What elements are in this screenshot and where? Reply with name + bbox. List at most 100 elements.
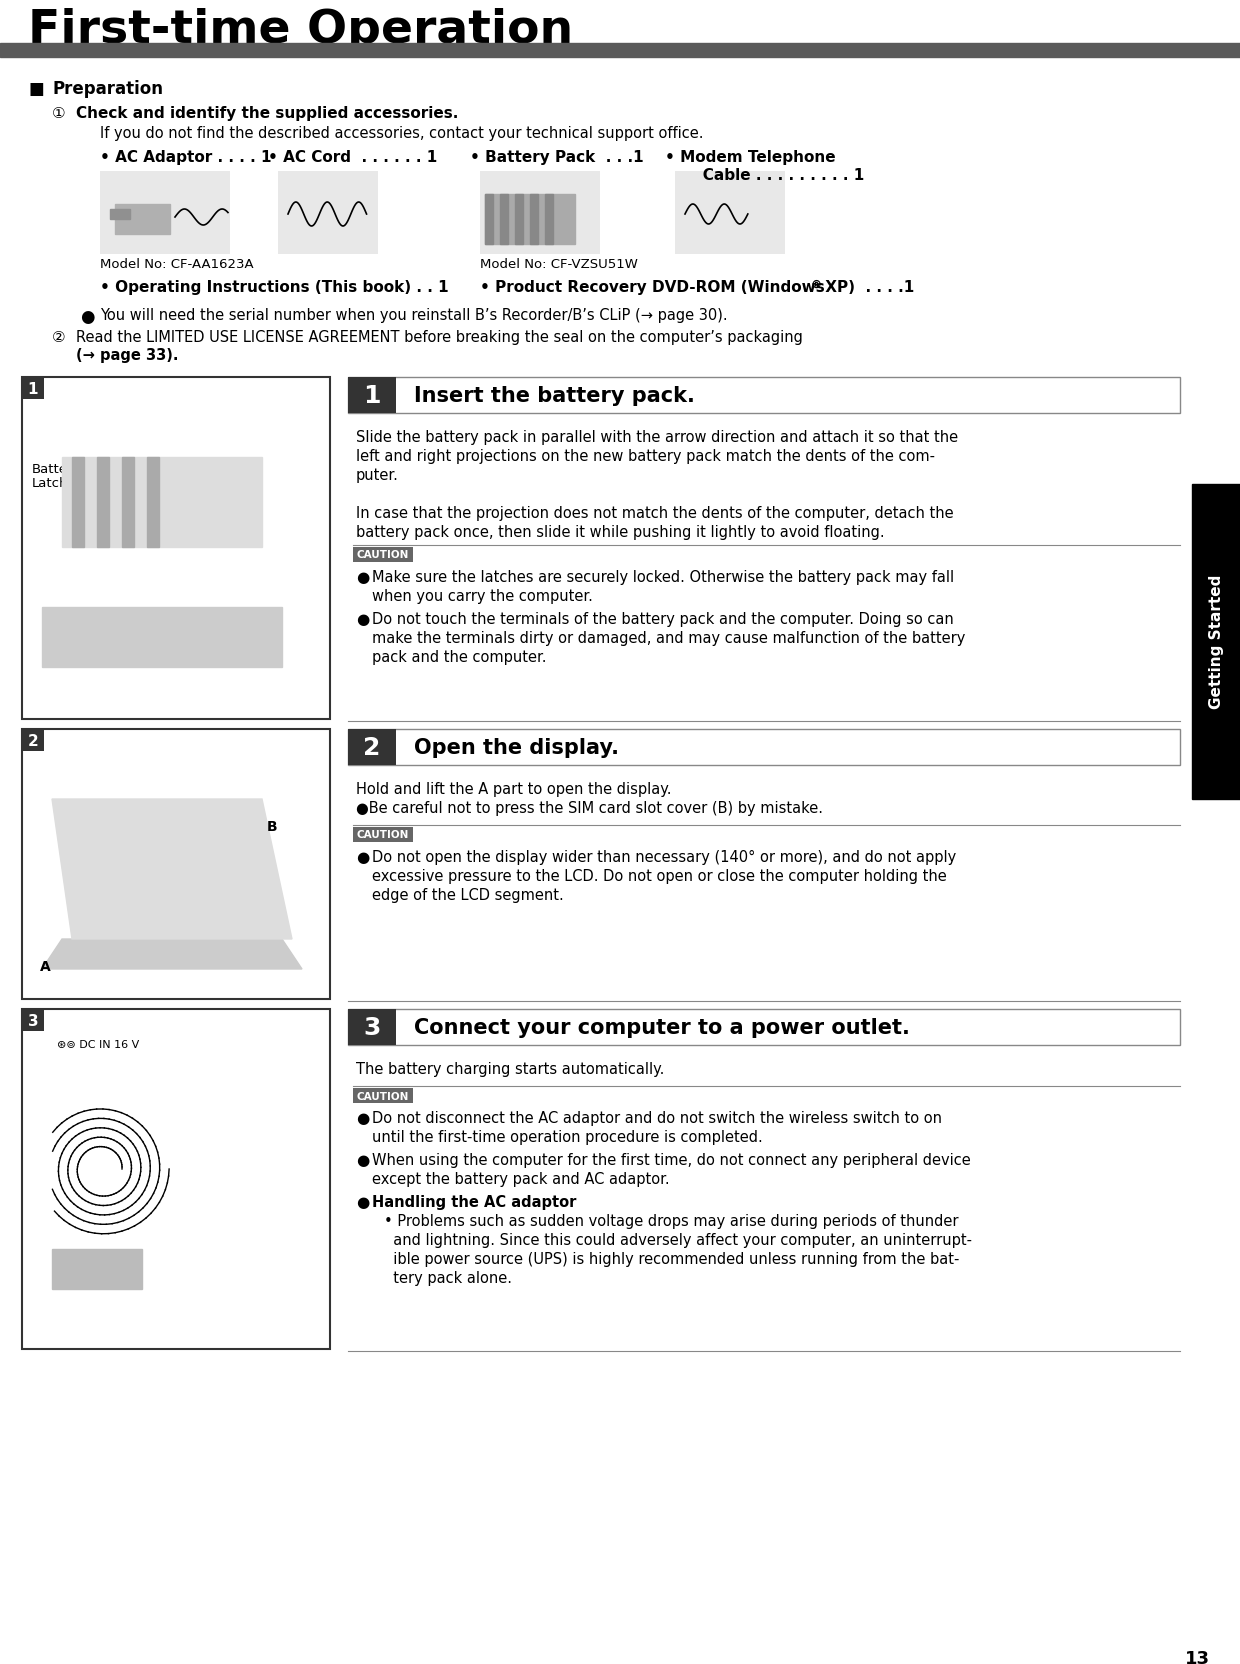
Bar [110, 210, 130, 220]
Text: When using the computer for the first time, do not connect any peripheral device: When using the computer for the first ti… [372, 1151, 971, 1168]
Text: • Product Recovery DVD-ROM (Windows: • Product Recovery DVD-ROM (Windows [480, 280, 825, 295]
Text: ●: ● [356, 1110, 370, 1125]
Text: ■: ■ [29, 80, 43, 98]
Text: Model No: CF-AA1623A: Model No: CF-AA1623A [100, 258, 254, 271]
Text: Handling the AC adaptor: Handling the AC adaptor [372, 1195, 577, 1210]
Text: excessive pressure to the LCD. Do not open or close the computer holding the: excessive pressure to the LCD. Do not op… [372, 869, 947, 884]
Text: ●: ● [356, 1195, 370, 1210]
Bar [148, 458, 159, 547]
Text: ②: ② [52, 329, 66, 344]
Bar [22, 378, 43, 399]
Text: ●: ● [356, 1151, 370, 1168]
Text: Open the display.: Open the display. [414, 737, 619, 757]
Text: Do not open the display wider than necessary (140° or more), and do not apply: Do not open the display wider than neces… [372, 850, 956, 865]
Text: ⊛⊚ DC IN 16 V: ⊛⊚ DC IN 16 V [57, 1040, 139, 1050]
Text: pack and the computer.: pack and the computer. [372, 649, 547, 664]
Bar [348, 378, 396, 414]
Text: Make sure the latches are securely locked. Otherwise the battery pack may fall: Make sure the latches are securely locke… [372, 569, 954, 584]
Text: • AC Cord  . . . . . . 1: • AC Cord . . . . . . 1 [268, 150, 438, 165]
Text: Battery: Battery [32, 463, 82, 476]
Bar [22, 729, 43, 752]
Text: ①: ① [52, 106, 66, 121]
Bar [115, 205, 170, 235]
Bar [546, 195, 553, 245]
Bar [348, 378, 1180, 414]
Text: tery pack alone.: tery pack alone. [384, 1270, 512, 1285]
Bar [485, 195, 494, 245]
Text: until the first-time operation procedure is completed.: until the first-time operation procedure… [372, 1130, 763, 1145]
Text: ●Be careful not to press the SIM card slot cover (B) by mistake.: ●Be careful not to press the SIM card sl… [356, 800, 823, 815]
Bar [42, 607, 281, 667]
Text: edge of the LCD segment.: edge of the LCD segment. [372, 887, 564, 902]
Bar [100, 171, 229, 255]
Text: 1: 1 [27, 381, 38, 396]
Text: ible power source (UPS) is highly recommended unless running from the bat-: ible power source (UPS) is highly recomm… [384, 1251, 960, 1266]
Bar [515, 195, 523, 245]
Text: battery pack once, then slide it while pushing it lightly to avoid floating.: battery pack once, then slide it while p… [356, 524, 884, 539]
Text: puter.: puter. [356, 468, 399, 483]
Text: Do not touch the terminals of the battery pack and the computer. Doing so can: Do not touch the terminals of the batter… [372, 612, 954, 627]
Text: Preparation: Preparation [52, 80, 162, 98]
Bar [22, 729, 330, 1000]
Text: Read the LIMITED USE LICENSE AGREEMENT before breaking the seal on the computer’: Read the LIMITED USE LICENSE AGREEMENT b… [76, 329, 802, 344]
Text: (→ page 33).: (→ page 33). [76, 348, 179, 363]
Text: 3: 3 [27, 1013, 38, 1028]
Bar [348, 729, 396, 765]
Bar [278, 171, 378, 255]
Polygon shape [52, 799, 291, 940]
Text: First-time Operation: First-time Operation [29, 8, 573, 53]
Text: You will need the serial number when you reinstall B’s Recorder/B’s CLiP (→ page: You will need the serial number when you… [100, 308, 728, 323]
Text: Do not disconnect the AC adaptor and do not switch the wireless switch to on: Do not disconnect the AC adaptor and do … [372, 1110, 942, 1125]
Text: • AC Adaptor . . . . 1: • AC Adaptor . . . . 1 [100, 150, 272, 165]
Bar [62, 458, 262, 547]
Bar [348, 1010, 1180, 1045]
Text: ●: ● [81, 308, 94, 326]
Bar [52, 1250, 143, 1290]
Text: A: A [40, 960, 51, 973]
Text: 1: 1 [363, 384, 381, 408]
Bar [529, 195, 538, 245]
Bar [122, 458, 134, 547]
Bar [72, 458, 84, 547]
Text: and lightning. Since this could adversely affect your computer, an uninterrupt-: and lightning. Since this could adversel… [384, 1233, 972, 1248]
Text: 2: 2 [27, 734, 38, 749]
Bar [675, 171, 785, 255]
Text: XP)  . . . .1: XP) . . . .1 [820, 280, 914, 295]
Text: CAUTION: CAUTION [357, 1092, 409, 1102]
Text: B: B [267, 819, 278, 834]
Text: Model No: CF-VZSU51W: Model No: CF-VZSU51W [480, 258, 637, 271]
Bar [500, 195, 508, 245]
Text: ●: ● [356, 612, 370, 627]
Bar [348, 1010, 396, 1045]
Text: If you do not find the described accessories, contact your technical support off: If you do not find the described accesso… [100, 126, 703, 141]
Text: when you carry the computer.: when you carry the computer. [372, 589, 593, 604]
Text: • Operating Instructions (This book) . . 1: • Operating Instructions (This book) . .… [100, 280, 449, 295]
Text: Getting Started: Getting Started [1209, 574, 1224, 709]
Bar [97, 458, 109, 547]
Text: Cable . . . . . . . . . 1: Cable . . . . . . . . . 1 [687, 168, 864, 183]
Text: ●: ● [356, 850, 370, 865]
Text: Connect your computer to a power outlet.: Connect your computer to a power outlet. [414, 1017, 910, 1037]
Text: Slide the battery pack in parallel with the arrow direction and attach it so tha: Slide the battery pack in parallel with … [356, 429, 959, 444]
Text: ®: ® [810, 280, 821, 290]
Text: except the battery pack and AC adaptor.: except the battery pack and AC adaptor. [372, 1171, 670, 1186]
Bar [22, 1010, 43, 1032]
Text: The battery charging starts automatically.: The battery charging starts automaticall… [356, 1062, 665, 1077]
Text: 2: 2 [363, 735, 381, 759]
Text: make the terminals dirty or damaged, and may cause malfunction of the battery: make the terminals dirty or damaged, and… [372, 631, 966, 646]
Bar [353, 1088, 413, 1103]
Text: Latches: Latches [32, 476, 83, 489]
Polygon shape [42, 940, 303, 970]
Text: In case that the projection does not match the dents of the computer, detach the: In case that the projection does not mat… [356, 506, 954, 521]
Text: Check and identify the supplied accessories.: Check and identify the supplied accessor… [76, 106, 459, 121]
Text: ●: ● [356, 569, 370, 584]
Text: • Modem Telephone: • Modem Telephone [665, 150, 836, 165]
Bar [348, 729, 1180, 765]
Text: CAUTION: CAUTION [357, 551, 409, 561]
Text: Hold and lift the A part to open the display.: Hold and lift the A part to open the dis… [356, 782, 672, 797]
Text: • Battery Pack  . . .1: • Battery Pack . . .1 [470, 150, 644, 165]
Text: 3: 3 [363, 1015, 381, 1040]
Bar [1192, 484, 1240, 799]
Bar [480, 171, 600, 255]
Bar [485, 195, 575, 245]
